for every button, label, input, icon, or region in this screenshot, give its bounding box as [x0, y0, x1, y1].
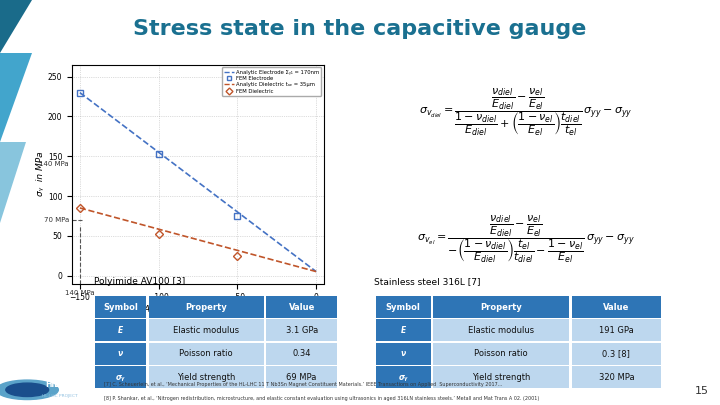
Circle shape: [6, 383, 49, 396]
Text: 0.34: 0.34: [292, 350, 311, 358]
Text: HL·LHC PROJECT: HL·LHC PROJECT: [42, 394, 78, 399]
FancyBboxPatch shape: [376, 366, 431, 388]
FancyBboxPatch shape: [572, 320, 661, 341]
Polygon shape: [0, 0, 32, 53]
Text: ν: ν: [118, 350, 123, 358]
FancyBboxPatch shape: [149, 296, 264, 318]
FancyBboxPatch shape: [95, 320, 146, 341]
FancyBboxPatch shape: [376, 320, 431, 341]
FancyBboxPatch shape: [376, 296, 431, 318]
Polygon shape: [0, 53, 32, 142]
Text: Property: Property: [185, 303, 227, 312]
Text: 140 MPa: 140 MPa: [65, 290, 95, 296]
Text: Symbol: Symbol: [386, 303, 420, 312]
Circle shape: [0, 380, 58, 399]
Text: 69 MPa: 69 MPa: [287, 373, 317, 382]
Text: [8] P. Shankar, et al., ‘Nitrogen redistribution, microstructure, and elastic co: [8] P. Shankar, et al., ‘Nitrogen redist…: [104, 396, 540, 401]
Text: HiLumi: HiLumi: [45, 380, 76, 389]
Text: $\sigma_{v_{el}} = \dfrac{\dfrac{\nu_{diel}}{E_{diel}} - \dfrac{\nu_{el}}{E_{el}: $\sigma_{v_{el}} = \dfrac{\dfrac{\nu_{di…: [417, 213, 634, 265]
Text: Value: Value: [603, 303, 629, 312]
FancyBboxPatch shape: [433, 320, 569, 341]
FancyBboxPatch shape: [266, 296, 337, 318]
Text: E: E: [400, 326, 406, 335]
Text: Elastic modulus: Elastic modulus: [468, 326, 534, 335]
X-axis label: Applied stress σᵧ in MPa: Applied stress σᵧ in MPa: [144, 305, 252, 314]
Text: Poisson ratio: Poisson ratio: [474, 350, 528, 358]
FancyBboxPatch shape: [572, 343, 661, 364]
Text: Elastic modulus: Elastic modulus: [173, 326, 239, 335]
FancyBboxPatch shape: [149, 320, 264, 341]
FancyBboxPatch shape: [95, 343, 146, 364]
FancyBboxPatch shape: [149, 366, 264, 388]
Text: Property: Property: [480, 303, 522, 312]
Text: Stress state in the capacitive gauge: Stress state in the capacitive gauge: [133, 19, 587, 39]
FancyBboxPatch shape: [572, 366, 661, 388]
Text: [7] C. Scheuerlein, et al., ‘Mechanical Properties of the HL-LHC 11 T Nb3Sn Magn: [7] C. Scheuerlein, et al., ‘Mechanical …: [104, 382, 503, 387]
Text: 15: 15: [696, 386, 709, 396]
Text: 70 MPa: 70 MPa: [44, 217, 69, 223]
FancyBboxPatch shape: [95, 366, 146, 388]
Polygon shape: [0, 142, 26, 223]
FancyBboxPatch shape: [433, 343, 569, 364]
Text: ν: ν: [400, 350, 406, 358]
FancyBboxPatch shape: [266, 343, 337, 364]
Text: σᵧ: σᵧ: [399, 373, 408, 382]
Text: Symbol: Symbol: [103, 303, 138, 312]
FancyBboxPatch shape: [266, 320, 337, 341]
Text: σᵧ: σᵧ: [116, 373, 125, 382]
FancyBboxPatch shape: [376, 343, 431, 364]
Text: E: E: [118, 326, 123, 335]
FancyBboxPatch shape: [572, 296, 661, 318]
Text: 0.3 [8]: 0.3 [8]: [603, 350, 630, 358]
Text: Stainless steel 316L [7]: Stainless steel 316L [7]: [374, 277, 481, 286]
Text: Poisson ratio: Poisson ratio: [179, 350, 233, 358]
Text: 191 GPa: 191 GPa: [599, 326, 634, 335]
FancyBboxPatch shape: [433, 296, 569, 318]
FancyBboxPatch shape: [266, 366, 337, 388]
FancyBboxPatch shape: [95, 296, 146, 318]
Text: 140 MPa: 140 MPa: [39, 161, 69, 167]
Text: Yield strength: Yield strength: [472, 373, 531, 382]
FancyBboxPatch shape: [433, 366, 569, 388]
Y-axis label: σᵧ  in MPa: σᵧ in MPa: [36, 152, 45, 196]
Text: Yield strength: Yield strength: [177, 373, 235, 382]
Legend: Analytic Electrode Σᵧ₁ = 170nm, FEM Electrode, Analytic Dielectric tₐₑ = 35μm, F: Analytic Electrode Σᵧ₁ = 170nm, FEM Elec…: [222, 68, 321, 96]
Text: 3.1 GPa: 3.1 GPa: [286, 326, 318, 335]
Text: Polyimide AV100 [3]: Polyimide AV100 [3]: [94, 277, 185, 286]
Text: 320 MPa: 320 MPa: [598, 373, 634, 382]
Text: $\sigma_{v_{diel}} = \dfrac{\dfrac{\nu_{diel}}{E_{diel}} - \dfrac{\nu_{el}}{E_{e: $\sigma_{v_{diel}} = \dfrac{\dfrac{\nu_{…: [419, 87, 632, 138]
FancyBboxPatch shape: [149, 343, 264, 364]
Text: Value: Value: [289, 303, 315, 312]
